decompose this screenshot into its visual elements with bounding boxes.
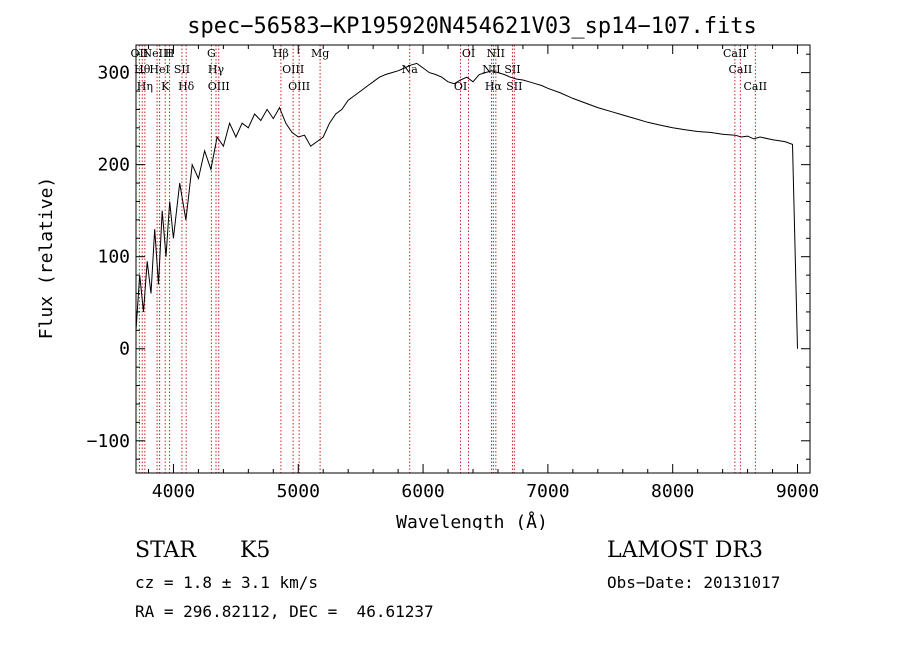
spectral-line-label: OIII: [288, 80, 310, 93]
spectral-line-label: Hη: [137, 80, 153, 93]
spectral-line-label: Mg: [311, 47, 329, 60]
y-tick-label: 200: [97, 155, 130, 176]
spectral-line-label: K: [161, 80, 170, 93]
spectral-line-label: OIII: [282, 63, 304, 76]
spectral-line-label: OI: [462, 47, 475, 60]
spectral-line-label: CaII: [743, 80, 767, 93]
x-tick-label: 6000: [401, 481, 444, 502]
spectral-line-label: OIII: [208, 80, 230, 93]
x-tick-label: 8000: [651, 481, 694, 502]
spectral-line-label: SII: [506, 80, 522, 93]
x-tick-label: 7000: [526, 481, 569, 502]
spectral-line-label: CaII: [723, 47, 747, 60]
spectral-line-label: NII: [487, 47, 505, 60]
spectral-line-label: NII: [482, 63, 500, 76]
spectral-line-label: Hθ: [134, 63, 151, 76]
spectral-line-label: CaII: [729, 63, 753, 76]
spectral-line-label: Hβ: [273, 47, 289, 60]
survey-name: LAMOST DR3: [607, 538, 763, 563]
spectral-line-label: H: [165, 47, 175, 60]
y-axis-label: Flux (relative): [36, 177, 57, 340]
y-tick-label: 0: [119, 339, 130, 360]
x-tick-label: 4000: [152, 481, 195, 502]
spectral-line-label: OI: [454, 80, 467, 93]
chart-title: spec−56583−KP195920N454621V03_sp14−107.f…: [187, 14, 757, 39]
x-tick-label: 5000: [277, 481, 320, 502]
plot-frame: [135, 44, 811, 474]
spectral-line-label: Hδ: [178, 80, 195, 93]
coordinates-info: RA = 296.82112, DEC = 46.61237: [135, 602, 434, 621]
spectral-line-label: OII: [131, 47, 149, 60]
object-class: STAR: [135, 538, 196, 563]
spectral-line-label: G: [207, 47, 216, 60]
spectral-line-label: Hγ: [208, 63, 225, 76]
spectrum-series-line: [135, 62, 798, 349]
spectral-line-label: NeIII: [143, 47, 172, 60]
spectral-line-label: Hα: [485, 80, 503, 93]
y-tick-label: 300: [97, 63, 130, 84]
spectral-line-label: SII: [174, 63, 190, 76]
spectral-line-label: Na: [402, 63, 419, 76]
redshift-info: cz = 1.8 ± 3.1 km/s: [135, 573, 319, 592]
observation-date: Obs−Date: 20131017: [607, 573, 781, 592]
x-axis-label: Wavelength (Å): [396, 511, 548, 530]
y-tick-label: −100: [87, 431, 130, 452]
spectrum-chart: spec−56583−KP195920N454621V03_sp14−107.f…: [36, 14, 819, 530]
object-subclass: K5: [240, 538, 271, 563]
spectral-line-label: HeI: [149, 63, 169, 76]
x-tick-label: 9000: [776, 481, 819, 502]
y-tick-label: 100: [97, 247, 130, 268]
spectral-line-label: SII: [504, 63, 520, 76]
